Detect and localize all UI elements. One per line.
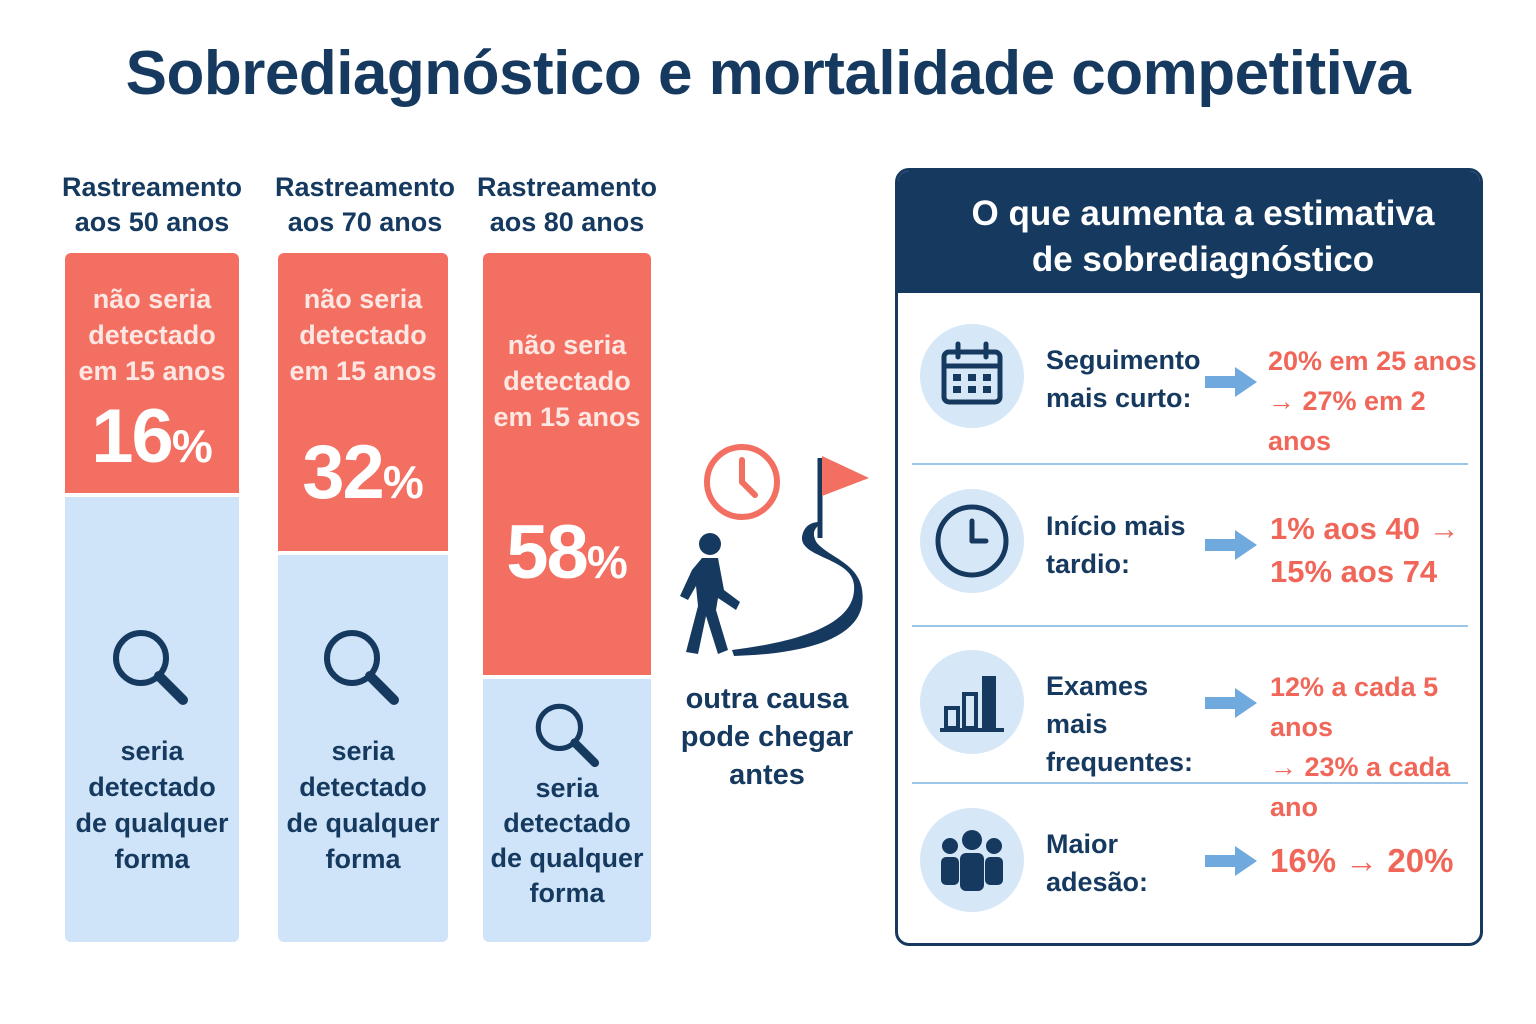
not-detected-bar-50: não seria detectado em 15 anos 16% xyxy=(65,253,239,493)
bar-text-line: forma xyxy=(529,878,605,908)
arrow-right-icon xyxy=(1205,846,1257,876)
bar-text-line: em 15 anos xyxy=(78,356,226,386)
bar-text-line: detectado xyxy=(503,366,631,396)
detected-anyway-bar-50: seria detectado de qualquer forma xyxy=(65,497,239,942)
panel-header: O que aumenta a estimativa de sobrediagn… xyxy=(898,171,1480,293)
bar-text-line: forma xyxy=(114,844,190,874)
not-detected-bar-70: não seria detectado em 15 anos 32% xyxy=(278,253,448,551)
bar-text-line: detectado xyxy=(299,320,427,350)
column-heading-line: Rastreamento xyxy=(61,172,243,202)
row-divider xyxy=(912,463,1468,465)
not-detected-bar-80: não seria detectado em 15 anos 58% xyxy=(483,253,651,675)
bar-text-line: detectado xyxy=(88,320,216,350)
detected-anyway-bar-70: seria detectado de qualquer forma xyxy=(278,555,448,942)
row-icon-circle xyxy=(920,324,1024,428)
column-heading-80: Rastreamento aos 80 anos xyxy=(467,170,667,240)
column-heading-line: aos 50 anos xyxy=(74,207,230,237)
not-detected-percent: 32% xyxy=(302,430,424,515)
bar-text-line: seria xyxy=(535,773,599,803)
bar-text-line: não seria xyxy=(303,284,423,314)
arrow-right-icon xyxy=(1205,530,1257,560)
row-label-more-frequent: Exames mais frequentes: xyxy=(1046,671,1194,777)
row-value-follow-up: 20% em 25 anos → 27% em 2 anos xyxy=(1268,346,1477,456)
column-heading-line: aos 80 anos xyxy=(489,207,645,237)
row-label-later-start: Início mais tardio: xyxy=(1046,511,1186,579)
bar-text-line: forma xyxy=(325,844,401,874)
bar-text-line: em 15 anos xyxy=(493,402,641,432)
magnifier-icon xyxy=(535,703,600,768)
competing-cause-illustration xyxy=(680,444,869,656)
row-icon-circle xyxy=(920,650,1024,754)
row-icon-circle xyxy=(920,808,1024,912)
bar-text-line: não seria xyxy=(507,330,627,360)
column-heading-70: Rastreamento aos 70 anos xyxy=(265,170,465,240)
column-heading-line: Rastreamento xyxy=(274,172,456,202)
bar-text-line: detectado xyxy=(503,808,631,838)
bar-text-line: detectado xyxy=(299,772,427,802)
row-icon-circle xyxy=(920,489,1024,593)
bar-text-line: seria xyxy=(120,736,184,766)
competing-cause-caption: outra causa pode chegar antes xyxy=(672,680,862,794)
factors-panel: O que aumenta a estimativa de sobrediagn… xyxy=(895,168,1483,946)
row-value-later-start: 1% aos 40 → 15% aos 74 xyxy=(1270,511,1460,589)
clock-icon xyxy=(704,444,780,520)
detected-anyway-bar-80: seria detectado de qualquer forma xyxy=(483,679,651,942)
caption-line: outra causa xyxy=(685,683,849,715)
column-heading-line: Rastreamento xyxy=(476,172,658,202)
bar-text-line: não seria xyxy=(92,284,212,314)
bar-text-line: de qualquer xyxy=(490,843,644,873)
bar-text-line: detectado xyxy=(88,772,216,802)
people-icon xyxy=(941,830,1003,891)
page-title: Sobrediagnóstico e mortalidade competiti… xyxy=(125,39,1411,108)
magnifier-icon xyxy=(324,630,399,705)
arrow-right-icon xyxy=(1205,688,1257,718)
not-detected-percent: 16% xyxy=(91,394,213,479)
magnifier-icon xyxy=(113,630,188,705)
bar-text-line: de qualquer xyxy=(286,808,440,838)
caption-line: pode chegar xyxy=(680,721,854,753)
road-icon xyxy=(732,522,863,656)
arrow-right-icon xyxy=(1205,367,1257,397)
row-label-higher-adherence: Maior adesão: xyxy=(1046,829,1149,897)
column-heading-line: aos 70 anos xyxy=(287,207,443,237)
not-detected-percent: 58% xyxy=(506,510,628,595)
flag-icon xyxy=(817,456,869,538)
bar-text-line: seria xyxy=(331,736,395,766)
row-label-follow-up: Seguimento mais curto: xyxy=(1046,345,1201,413)
clock-icon xyxy=(935,504,1009,578)
caption-line: antes xyxy=(729,759,805,791)
panel-title: O que aumenta a estimativa de sobrediagn… xyxy=(971,194,1435,279)
column-heading-50: Rastreamento aos 50 anos xyxy=(52,170,252,240)
calendar-icon xyxy=(941,341,1003,405)
row-value-higher-adherence: 16% → 20% xyxy=(1270,842,1454,879)
walking-person-icon xyxy=(680,533,740,654)
bar-text-line: de qualquer xyxy=(75,808,229,838)
bar-text-line: em 15 anos xyxy=(289,356,437,386)
row-value-more-frequent: 12% a cada 5 anos → 23% a cada ano xyxy=(1270,672,1451,822)
bar-chart-icon xyxy=(940,676,1004,732)
row-divider xyxy=(912,625,1468,627)
row-divider xyxy=(912,782,1468,784)
